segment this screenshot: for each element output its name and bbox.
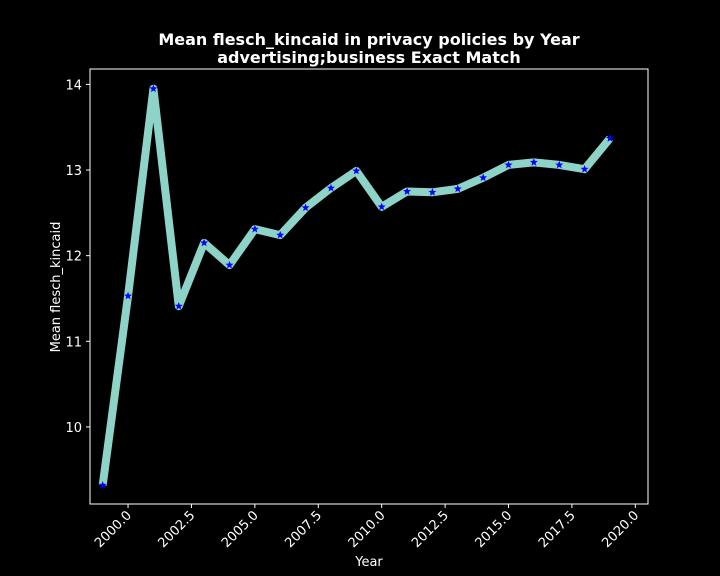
data-point-marker [98,480,107,489]
data-point-marker [529,158,538,166]
data-point-marker [453,184,462,193]
y-axis-label: Mean flesch_kincaid [49,222,64,353]
data-point-marker [174,301,183,310]
x-tick-label: 2007.5 [282,508,325,551]
x-axis: 2000.0 2002.5 2005.0 2007.5 2010.0 2012.5 2015… [92,504,642,551]
data-point-marker [377,202,386,211]
data-point-marker [200,238,209,247]
data-point-marker [403,187,412,195]
data-point-marker [504,160,513,169]
x-tick-label: 2002.5 [156,508,199,551]
data-point-marker [149,84,158,93]
chart-title-line-2: advertising;business Exact Match [217,48,521,67]
data-point-marker [124,291,133,300]
data-point-marker [605,134,614,142]
series-markers [98,84,614,489]
data-point-marker [326,183,335,192]
y-axis: 10 11 12 13 14 [65,78,90,436]
x-tick-label: 2020.0 [599,508,642,551]
y-tick-label: 13 [65,164,82,179]
data-point-marker [352,166,361,175]
x-tick-label: 2000.0 [92,508,135,551]
data-point-marker [301,203,310,212]
x-tick-label: 2010.0 [346,508,389,551]
y-tick-label: 14 [65,78,82,93]
data-point-marker [555,160,564,169]
chart-title-line-1: Mean flesch_kincaid in privacy policies … [158,30,579,49]
y-tick-label: 11 [65,335,82,350]
y-tick-label: 12 [65,250,82,265]
data-point-marker [580,164,589,173]
x-tick-label: 2017.5 [536,508,579,551]
x-tick-label: 2005.0 [219,508,262,551]
x-tick-label: 2015.0 [473,508,516,551]
data-point-marker [225,260,234,269]
data-point-marker [276,230,285,239]
x-tick-label: 2012.5 [409,508,452,551]
y-tick-label: 10 [65,421,82,436]
data-point-marker [428,188,437,196]
x-axis-label: Year [354,555,383,570]
data-point-marker [479,173,488,182]
data-point-marker [250,224,259,233]
